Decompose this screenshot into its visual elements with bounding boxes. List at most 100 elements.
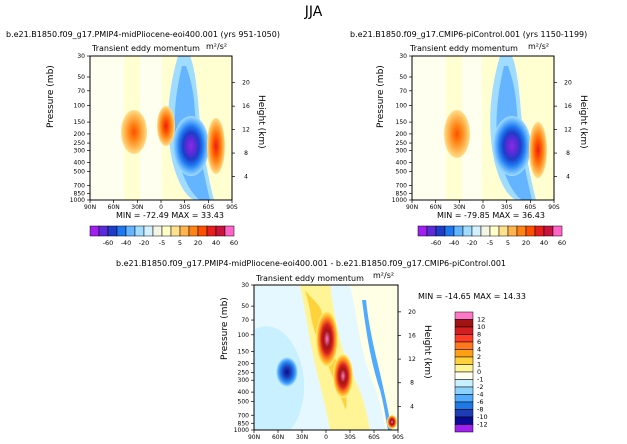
y-tick-label: 500: [74, 169, 86, 176]
h-tick-label: 8: [244, 150, 248, 157]
y-tick-label: 70: [241, 317, 249, 324]
panel-1-field-title: Transient eddy momentum: [92, 44, 200, 53]
y-tick-label: 200: [396, 131, 408, 138]
panel-2-units: m²/s²: [528, 42, 550, 51]
colorbar-label: -6: [477, 398, 483, 406]
colorbar-label: -2: [477, 383, 483, 391]
y-tick-label: 100: [74, 102, 86, 109]
colorbar-swatch: [454, 371, 474, 380]
y-tick-label: 400: [74, 159, 86, 166]
h-tick-label: 16: [242, 103, 250, 110]
h-tick-label: 16: [564, 103, 572, 110]
panel-3-x-ticks: 90N 60N 30N 0 30S 60S 90S: [248, 430, 404, 441]
y-tick-label: 300: [238, 377, 250, 384]
y-tick-label: 1000: [392, 197, 407, 204]
colorbar-label: -20: [139, 239, 150, 247]
colorbar-swatch: [454, 319, 474, 328]
y-tick-label: 250: [74, 140, 86, 147]
y-tick-label: 850: [396, 190, 408, 197]
y-tick-label: 700: [238, 412, 250, 419]
panel-3-case-title: b.e21.B1850.f09_g17.PMIP4-midPliocene-eo…: [116, 259, 507, 268]
x-tick-label: 90N: [84, 204, 96, 211]
x-tick-label: 90N: [248, 434, 260, 441]
y-tick-label: 300: [396, 148, 408, 155]
panel-1-neg-core: [173, 116, 209, 176]
colorbar-swatch: [454, 386, 474, 395]
colorbar-swatch: [454, 409, 474, 418]
colorbar-swatch: [454, 356, 474, 365]
y-tick-label: 1000: [234, 427, 249, 434]
y-tick-label: 250: [396, 140, 408, 147]
y-tick-label: 150: [396, 119, 408, 126]
colorbar-swatch: [454, 424, 474, 433]
h-tick-label: 20: [242, 80, 250, 87]
colorbar-label: -1: [477, 376, 483, 384]
colorbar-label: 5: [178, 239, 182, 247]
panel-1-x-ticks: 90N 60N 30N 0 30S 60S 90S: [84, 200, 238, 211]
y-tick-label: 850: [74, 190, 86, 197]
x-tick-label: 90S: [226, 204, 238, 211]
colorbar-label: 20: [522, 239, 530, 247]
y-tick-label: 70: [399, 88, 407, 95]
panel-1-units: m²/s²: [206, 42, 228, 51]
y-tick-label: 30: [77, 53, 85, 60]
y-tick-label: 50: [399, 74, 407, 81]
colorbar-swatch: [454, 364, 474, 373]
colorbar-label: 20: [194, 239, 202, 247]
panel-3-pos-corner: [387, 415, 397, 429]
colorbar-label: -5: [487, 239, 493, 247]
panel-2-case-title: b.e21.B1850.f09_g17.CMIP6-piControl.001 …: [350, 30, 588, 39]
y-tick-label: 300: [74, 148, 86, 155]
y-tick-label: 700: [74, 182, 86, 189]
panel-2-pos-left: [444, 110, 470, 158]
colorbar-label: -4: [477, 391, 483, 399]
colorbar-label: 40: [540, 239, 548, 247]
colorbar-swatch: [224, 225, 235, 237]
colorbar-label: 2: [477, 353, 481, 361]
colorbar-label: 0: [477, 368, 481, 376]
panel-2-h-ticks: 4 8 12 16 20: [554, 80, 572, 181]
panel-1-pos-right: [207, 118, 225, 174]
colorbar-label: 40: [212, 239, 220, 247]
colorbar-label: 4: [477, 346, 481, 354]
panel-2-x-ticks: 90N 60N 30N 0 30S 60S 90S: [406, 200, 560, 211]
colorbar-swatch: [454, 326, 474, 335]
panel-2-pale-band: [412, 56, 446, 200]
x-tick-label: 0: [159, 204, 163, 211]
y-tick-label: 200: [238, 360, 250, 367]
panel-1-pos-left: [121, 110, 147, 154]
h-tick-label: 4: [566, 174, 570, 181]
panel-3-neg-streak: [362, 300, 392, 430]
x-tick-label: 30N: [131, 204, 143, 211]
super-title: JJA: [304, 4, 323, 20]
colorbar-swatch: [454, 401, 474, 410]
y-tick-label: 400: [238, 389, 250, 396]
colorbar-label: 5: [506, 239, 510, 247]
y-tick-label: 100: [238, 332, 250, 339]
colorbar-label: -60: [431, 239, 442, 247]
colorbar-label: 8: [477, 331, 481, 339]
y-tick-label: 30: [399, 53, 407, 60]
colorbar-swatch: [454, 341, 474, 350]
panel-3-min-max: MIN = -14.65 MAX = 14.33: [418, 292, 526, 301]
panel-2-min-max: MIN = -79.85 MAX = 36.43: [437, 211, 545, 220]
colorbar-label: -40: [121, 239, 132, 247]
colorbar-label: 60: [230, 239, 238, 247]
colorbar-label: 6: [477, 338, 481, 346]
panel-3-field-title: Transient eddy momentum: [256, 274, 364, 283]
panel-1-pos-mid: [157, 106, 175, 146]
x-tick-label: 90N: [406, 204, 418, 211]
y-tick-label: 500: [238, 398, 250, 405]
y-tick-label: 100: [396, 102, 408, 109]
colorbar-swatch: [454, 394, 474, 403]
h-tick-label: 12: [242, 127, 250, 134]
y-tick-label: 30: [241, 282, 249, 289]
panel-2-neg-core: [493, 116, 531, 176]
y-tick-label: 70: [77, 88, 85, 95]
colorbar-swatch: [454, 334, 474, 343]
panel-3-neg-core: [276, 357, 298, 387]
x-tick-label: 60S: [203, 204, 215, 211]
